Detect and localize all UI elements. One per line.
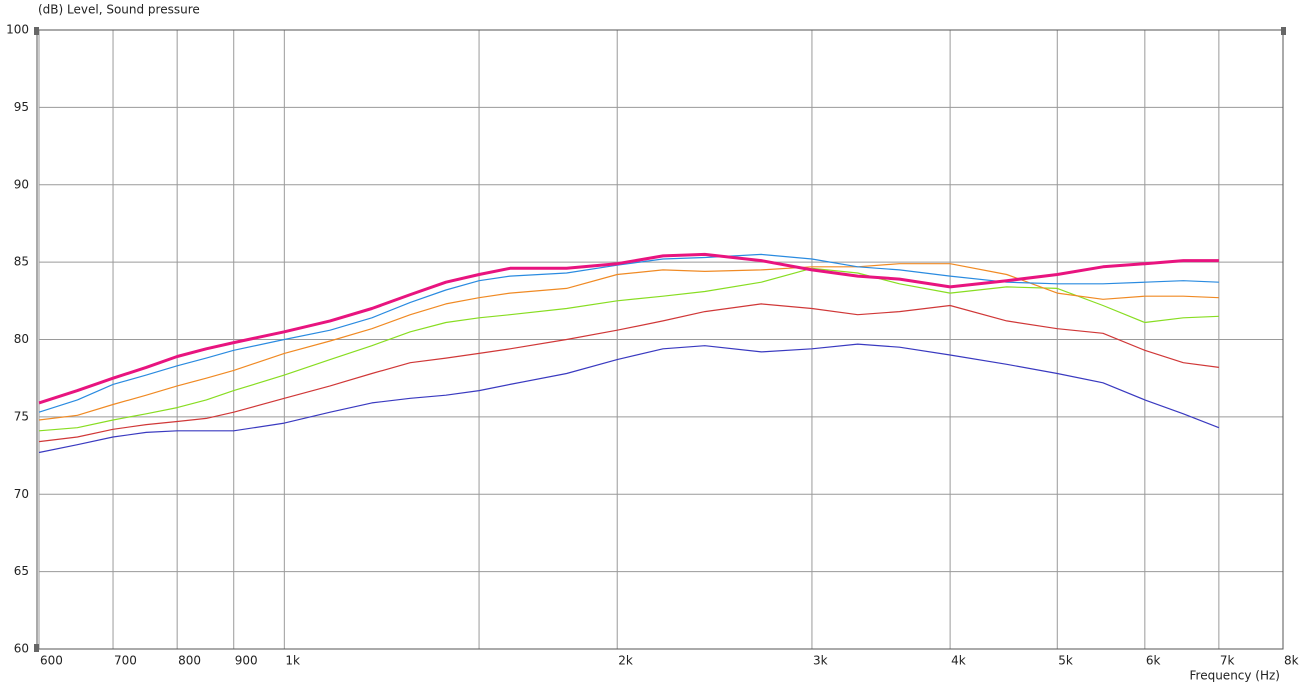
x-tick-label: 700 (114, 654, 137, 668)
plot-frame (36, 29, 1284, 650)
y-tick-label: 100 (6, 23, 29, 37)
x-axis-label: Frequency (Hz) (1190, 669, 1281, 683)
x-tick-label: 2k (618, 654, 633, 668)
series-line (38, 252, 1219, 405)
x-tick-label: 3k (813, 654, 828, 668)
axis-cap (1281, 27, 1286, 35)
x-tick-label: 900 (235, 654, 258, 668)
x-tick-label: 8k (1284, 654, 1299, 668)
axis-cap (34, 644, 39, 652)
x-tick-label: 7k (1220, 654, 1235, 668)
series-line (38, 303, 1219, 443)
y-tick-label: 90 (14, 177, 29, 191)
y-tick-label: 85 (14, 255, 29, 269)
y-tick-label: 60 (14, 642, 29, 656)
y-tick-label: 95 (14, 100, 29, 114)
y-tick-label: 70 (14, 487, 29, 501)
series-line (38, 263, 1219, 421)
x-tick-label: 800 (178, 654, 201, 668)
axis-cap (34, 27, 39, 35)
x-tick-label: 600 (40, 654, 63, 668)
series-line (38, 343, 1220, 454)
x-tick-label: 1k (285, 654, 300, 668)
x-tick-label: 4k (951, 654, 966, 668)
y-tick-label: 80 (14, 332, 29, 346)
series-line (38, 253, 1219, 413)
x-tick-label: 5k (1058, 654, 1073, 668)
chart-title: (dB) Level, Sound pressure (38, 3, 200, 17)
y-tick-label: 65 (14, 564, 29, 578)
x-tick-label: 6k (1146, 654, 1161, 668)
y-tick-label: 75 (14, 409, 29, 423)
series-line (38, 267, 1219, 432)
